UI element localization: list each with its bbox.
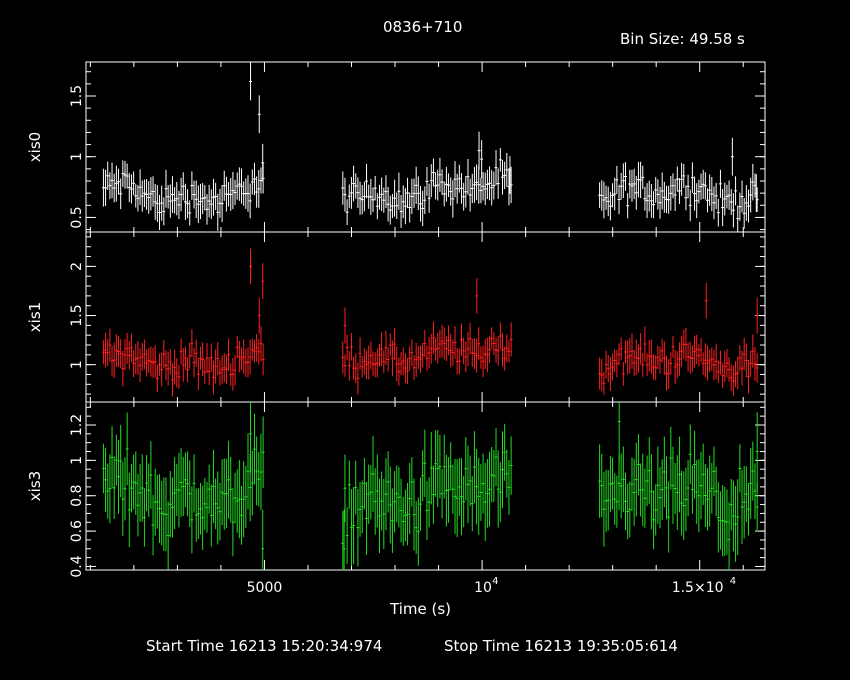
- x-tick-label: 10: [474, 580, 492, 596]
- y-tick-label: 1: [69, 360, 85, 369]
- y-tick-label: 0.5: [69, 206, 85, 228]
- x-tick-label: 1.5×10: [672, 580, 724, 596]
- y-tick-label: 0.6: [69, 520, 85, 542]
- y-axis-label: xis3: [26, 471, 44, 501]
- y-tick-label: 1: [69, 456, 85, 465]
- chart-title: 0836+710: [383, 18, 463, 36]
- x-axis-label: Time (s): [390, 600, 451, 618]
- y-tick-label: 0.4: [69, 555, 85, 577]
- y-tick-label: 1.5: [69, 304, 85, 326]
- y-tick-label: 1.2: [69, 414, 85, 436]
- panel-frame: [85, 401, 766, 571]
- y-tick-label: 1: [69, 152, 85, 161]
- start-time-label: Start Time 16213 15:20:34:974: [146, 637, 383, 655]
- bin-size-label: Bin Size: 49.58 s: [620, 30, 745, 48]
- y-tick-label: 1.5: [69, 85, 85, 107]
- panel-xis0: 0.5 1 1.5 xis0: [26, 61, 766, 233]
- panel-xis1: 1 1.5 2 xis1: [26, 231, 766, 403]
- y-tick-label: 0.8: [69, 485, 85, 507]
- stop-time-label: Stop Time 16213 19:35:05:614: [444, 637, 678, 655]
- x-tick-label: 5000: [247, 580, 283, 596]
- y-tick-label: 2: [69, 262, 85, 271]
- x-tick-label-exponent: 4: [730, 576, 736, 587]
- x-tick-label-exponent: 4: [492, 576, 498, 587]
- y-axis-label: xis0: [26, 132, 44, 162]
- panel-xis3: 0.4 0.6 0.8 1 1.2 xis3: [26, 401, 766, 578]
- x-tick-labels: 5000 10 4 1.5×10 4: [247, 576, 736, 596]
- y-axis-label: xis1: [26, 302, 44, 332]
